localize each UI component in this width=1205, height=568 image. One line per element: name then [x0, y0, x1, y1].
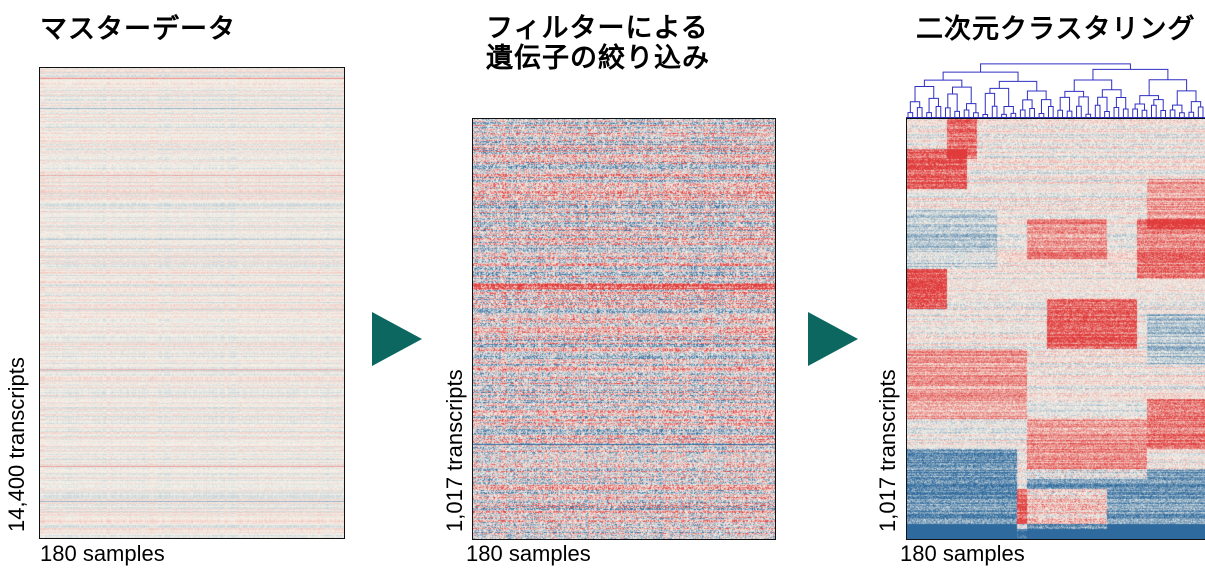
dendrogram-branch	[982, 113, 989, 119]
dendrogram-branch	[989, 87, 1010, 107]
dendrogram-branch	[1169, 109, 1176, 119]
dendrogram-branch	[998, 80, 1038, 91]
master-title: マスターデータ	[40, 14, 236, 45]
filtered-title: フィルターによる 遺伝子の絞り込み	[486, 14, 710, 74]
clustered-title: 二次元クラスタリング	[916, 14, 1195, 45]
clustered-heatmap	[906, 118, 1205, 540]
dendrogram-branch	[1078, 96, 1089, 115]
dendrogram-branch	[947, 93, 958, 112]
dendrogram-branch	[1097, 96, 1108, 112]
filtered-y-axis-label: 1,017 transcripts	[442, 369, 467, 532]
dendrogram-branch	[1038, 113, 1045, 119]
dendrogram-branch	[1148, 79, 1188, 96]
dendrogram-branch	[1160, 110, 1167, 119]
right-triangle-arrow-icon	[808, 312, 858, 366]
filtered-heatmap-canvas	[473, 119, 775, 539]
dendrogram-branch	[914, 86, 935, 102]
dendrogram-branch	[1059, 96, 1071, 112]
column-dendrogram	[906, 63, 1205, 119]
dendrogram-branch	[1197, 106, 1204, 119]
dendrogram-branch	[1092, 68, 1169, 81]
dendrogram-branch	[954, 110, 961, 119]
dendrogram-branch	[1150, 104, 1157, 119]
dendrogram-branch	[1001, 113, 1007, 119]
master-x-axis-label: 180 samples	[40, 541, 165, 566]
dendrogram-branch	[1085, 113, 1092, 119]
dendrogram-branch	[1172, 104, 1183, 113]
dendrogram-branch	[1176, 90, 1197, 106]
dendrogram-branch	[1040, 99, 1052, 114]
dendrogram-branch	[1026, 90, 1047, 100]
clustered-x-axis-label: 180 samples	[900, 541, 1025, 566]
dendrogram-branch	[1057, 109, 1064, 119]
dendrogram-branch	[973, 112, 979, 119]
dendrogram-branch	[1153, 99, 1164, 111]
dendrogram-branch	[1019, 109, 1026, 119]
clustered-y-axis-label: 1,017 transcripts	[875, 369, 900, 532]
filtered-title-line-1: フィルターによる	[486, 13, 709, 44]
clustered-heatmap-canvas	[907, 119, 1205, 539]
dendrogram-branch	[1179, 112, 1185, 119]
master-title-line-1: マスターデータ	[40, 14, 236, 45]
master-y-axis-label: 14,400 transcripts	[4, 357, 29, 532]
filtered-heatmap	[472, 118, 776, 540]
dendrogram-branch	[1029, 108, 1035, 119]
master-heatmap	[39, 67, 345, 539]
dendrogram-branch	[1141, 109, 1148, 119]
dendrogram-branch	[951, 86, 972, 104]
dendrogram-branch	[928, 97, 939, 113]
master-heatmap-canvas	[40, 68, 344, 538]
dendrogram-branch	[980, 63, 1131, 73]
dendrogram-branch	[942, 71, 1019, 82]
dendrogram-branch	[984, 92, 996, 115]
dendrogram-branch	[1003, 106, 1014, 115]
dendrogram-branch	[1094, 104, 1101, 119]
right-triangle-arrow-icon	[372, 312, 422, 366]
dendrogram-branch	[1101, 89, 1122, 98]
filtered-x-axis-label: 180 samples	[466, 541, 591, 566]
clustered-title-line-1: 二次元クラスタリング	[916, 14, 1196, 45]
filtered-title-line-2: 遺伝子の絞り込み	[486, 43, 710, 74]
dendrogram-branch	[963, 109, 970, 119]
dendrogram-branch	[966, 103, 977, 113]
